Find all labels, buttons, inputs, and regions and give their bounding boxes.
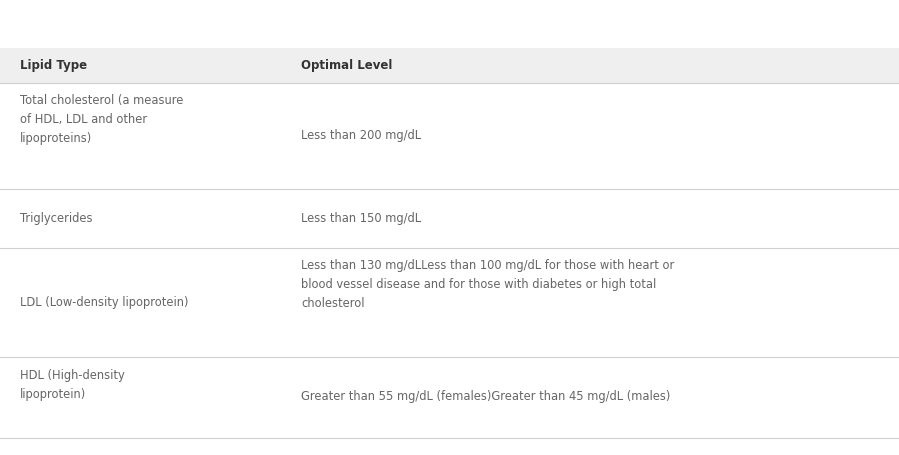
Text: Less than 130 mg/dLLess than 100 mg/dL for those with heart or
blood vessel dise: Less than 130 mg/dLLess than 100 mg/dL f… [301, 259, 674, 310]
Text: Greater than 55 mg/dL (females)Greater than 45 mg/dL (males): Greater than 55 mg/dL (females)Greater t… [301, 390, 671, 404]
Text: Less than 150 mg/dL: Less than 150 mg/dL [301, 212, 422, 225]
Text: Lipid Type: Lipid Type [20, 59, 87, 72]
Text: HDL (High-density
lipoprotein): HDL (High-density lipoprotein) [20, 369, 125, 400]
Text: LDL (Low-density lipoprotein): LDL (Low-density lipoprotein) [20, 296, 188, 309]
Text: Optimal Level: Optimal Level [301, 59, 393, 72]
Text: Triglycerides: Triglycerides [20, 212, 93, 225]
Text: Total cholesterol (a measure
of HDL, LDL and other
lipoproteins): Total cholesterol (a measure of HDL, LDL… [20, 94, 183, 145]
Text: Less than 200 mg/dL: Less than 200 mg/dL [301, 129, 422, 142]
Bar [0, 48, 899, 83]
